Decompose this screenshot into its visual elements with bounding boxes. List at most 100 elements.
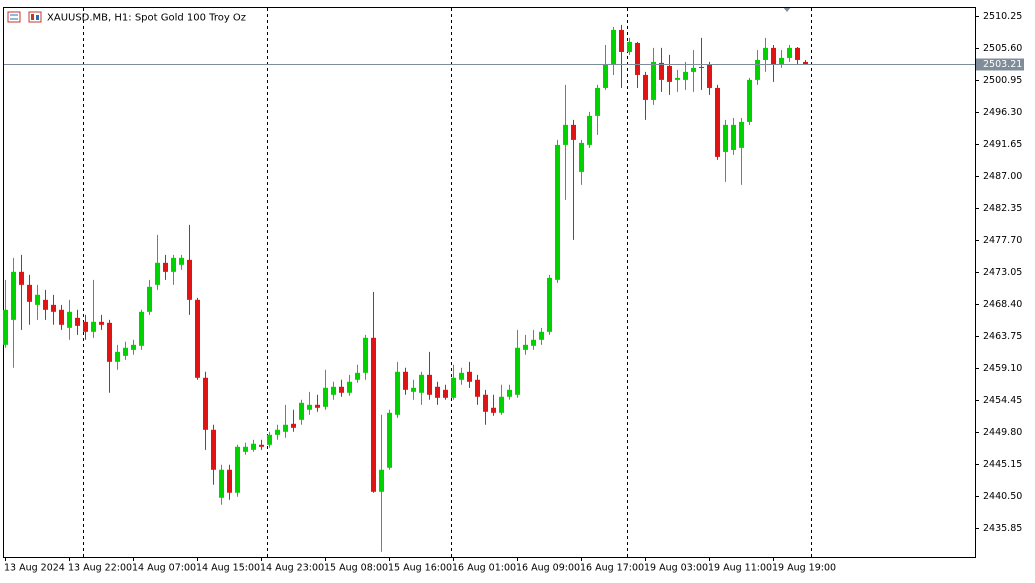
candle-body <box>659 62 664 80</box>
candle-body <box>683 71 688 80</box>
candle-body <box>515 347 520 395</box>
x-tick-label: 14 Aug 07:00 <box>132 563 196 574</box>
candle-body <box>795 47 800 60</box>
y-tick-label: 2459.10 <box>983 363 1022 374</box>
candle-body <box>139 311 144 346</box>
candle-body <box>755 59 760 80</box>
candle-body <box>651 61 656 100</box>
candle-body <box>267 434 272 445</box>
candle-body <box>803 61 808 65</box>
candle-body <box>219 469 224 498</box>
candle-body <box>579 142 584 172</box>
candle-body <box>723 124 728 152</box>
candle-body <box>315 404 320 408</box>
candle-body <box>379 469 384 492</box>
candle-body <box>27 284 32 302</box>
icon <box>36 15 39 20</box>
candle-body <box>35 294 40 305</box>
candle-body <box>555 144 560 280</box>
candle-body <box>467 371 472 382</box>
candle-body <box>547 277 552 332</box>
candle-body <box>259 444 264 447</box>
x-tick-label: 14 Aug 15:00 <box>196 563 260 574</box>
candle-body <box>387 412 392 468</box>
candle-body <box>443 389 448 398</box>
candle-body <box>11 271 16 320</box>
candle-body <box>587 115 592 145</box>
candle-body <box>51 304 56 312</box>
candle-body <box>299 402 304 420</box>
candle-body <box>339 386 344 393</box>
x-tick-label: 16 Aug 01:00 <box>452 563 516 574</box>
x-tick-label: 16 Aug 17:00 <box>580 563 644 574</box>
x-tick-label: 19 Aug 11:00 <box>708 563 772 574</box>
x-tick-label: 16 Aug 09:00 <box>516 563 580 574</box>
candle-body <box>131 344 136 350</box>
candle-body <box>363 337 368 373</box>
candle-body <box>699 66 704 68</box>
price-label-box <box>976 58 1024 71</box>
candle-body <box>483 394 488 412</box>
candle-body <box>75 317 80 326</box>
x-tick-label: 14 Aug 23:00 <box>260 563 324 574</box>
candle-body <box>499 396 504 413</box>
candle-body <box>227 469 232 493</box>
icon <box>31 14 34 20</box>
candle-body <box>43 299 48 310</box>
x-tick-label: 13 Aug 22:00 <box>68 563 132 574</box>
y-tick-label: 2449.80 <box>983 427 1022 438</box>
candle-body <box>203 377 208 430</box>
candle-body <box>419 374 424 393</box>
candle-body <box>323 387 328 407</box>
candle-body <box>147 286 152 312</box>
x-tick-label: 15 Aug 16:00 <box>388 563 452 574</box>
candle-body <box>107 322 112 362</box>
y-tick-label: 2477.70 <box>983 235 1022 246</box>
price-label: 2503.21 <box>983 59 1022 70</box>
candle-body <box>707 64 712 88</box>
candle-body <box>59 309 64 325</box>
candle-body <box>595 87 600 116</box>
x-tick-label: 19 Aug 19:00 <box>772 563 836 574</box>
candle-body <box>155 262 160 285</box>
candle-body <box>787 47 792 58</box>
candle-body <box>459 372 464 380</box>
y-tick-label: 2463.75 <box>983 331 1022 342</box>
candle-body <box>171 257 176 272</box>
candle-body <box>355 372 360 380</box>
y-tick-label: 2487.00 <box>983 171 1022 182</box>
y-tick-label: 2454.45 <box>983 395 1022 406</box>
y-tick-label: 2468.40 <box>983 299 1022 310</box>
candle-body <box>395 371 400 415</box>
candle-body <box>331 386 336 395</box>
candle-body <box>627 41 632 52</box>
candle-body <box>163 262 168 272</box>
candle-body <box>403 371 408 390</box>
candle-body <box>491 407 496 413</box>
candle-body <box>691 67 696 72</box>
shift-marker <box>783 7 791 12</box>
candle-body <box>307 404 312 410</box>
chart-title: XAUUSD.MB, H1: Spot Gold 100 Troy Oz <box>47 13 246 24</box>
y-tick-label: 2505.60 <box>983 43 1022 54</box>
candle-body <box>715 87 720 157</box>
candle-body <box>67 311 72 328</box>
candle-body <box>635 42 640 75</box>
y-tick-label: 2500.95 <box>983 75 1022 86</box>
y-tick-label: 2473.05 <box>983 267 1022 278</box>
candle-body <box>115 351 120 362</box>
candle-body <box>99 321 104 325</box>
icon <box>7 11 21 23</box>
x-tick-label: 15 Aug 08:00 <box>324 563 388 574</box>
candle-body <box>739 121 744 148</box>
candle-body <box>187 259 192 300</box>
candle-body <box>195 299 200 378</box>
candle-body <box>771 47 776 65</box>
x-tick-label: 19 Aug 03:00 <box>644 563 708 574</box>
x-tick-label: 13 Aug 2024 <box>4 563 65 574</box>
candle-body <box>475 379 480 397</box>
candle-body <box>243 446 248 452</box>
candle-body <box>123 347 128 356</box>
